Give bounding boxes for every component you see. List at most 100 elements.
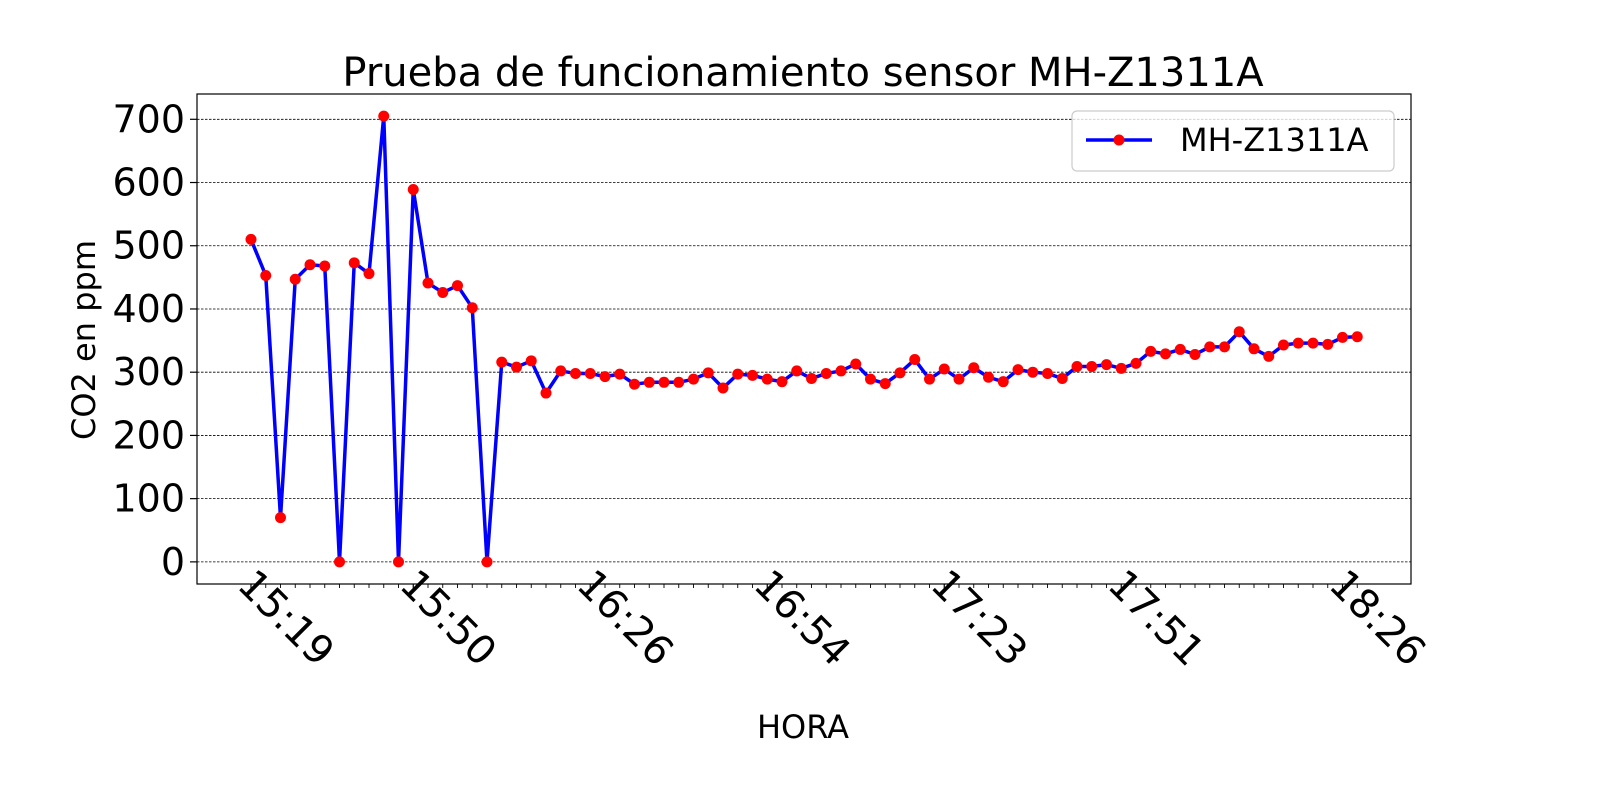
plot-frame bbox=[196, 93, 1412, 585]
data-point bbox=[879, 378, 891, 390]
data-point bbox=[643, 376, 655, 388]
y-tick-label: 600 bbox=[112, 161, 185, 205]
data-point bbox=[407, 183, 419, 195]
data-point bbox=[570, 367, 581, 379]
data-point bbox=[953, 373, 965, 385]
chart-title: Prueba de funcionamiento sensor MH-Z1311… bbox=[342, 50, 1264, 96]
data-point bbox=[820, 367, 832, 379]
data-point bbox=[938, 363, 950, 375]
data-point bbox=[1130, 357, 1142, 369]
x-axis-ticks: 15:19 15:50 16:26 16:54 17:23 17:51 18:26 bbox=[229, 561, 1435, 675]
y-tick-label: 0 bbox=[161, 540, 185, 584]
data-point bbox=[806, 373, 817, 385]
data-point bbox=[983, 371, 994, 383]
data-point bbox=[555, 365, 567, 377]
data-point bbox=[348, 257, 360, 269]
x-tick-label: 17:23 bbox=[922, 561, 1036, 675]
data-point bbox=[319, 260, 331, 272]
data-point bbox=[1027, 366, 1039, 378]
data-point bbox=[968, 362, 980, 374]
data-point bbox=[1248, 343, 1260, 355]
data-point bbox=[525, 355, 537, 367]
series-layer bbox=[245, 110, 1363, 568]
data-point bbox=[481, 556, 493, 568]
data-point bbox=[1337, 331, 1348, 343]
data-point bbox=[1233, 326, 1245, 338]
data-point bbox=[614, 368, 626, 380]
data-point bbox=[275, 512, 286, 524]
data-point bbox=[245, 233, 257, 245]
data-point bbox=[511, 361, 522, 373]
data-point bbox=[1292, 337, 1304, 349]
data-point bbox=[1012, 364, 1024, 376]
data-point bbox=[304, 259, 316, 271]
data-point bbox=[850, 358, 862, 370]
legend-marker bbox=[1113, 134, 1125, 146]
data-point bbox=[466, 302, 478, 314]
data-point bbox=[1278, 339, 1289, 351]
data-point bbox=[761, 373, 773, 385]
data-point bbox=[835, 365, 847, 377]
data-point bbox=[702, 367, 714, 379]
data-point bbox=[1056, 373, 1068, 385]
data-point bbox=[1145, 345, 1157, 357]
data-point bbox=[673, 376, 685, 388]
data-point bbox=[452, 280, 463, 292]
data-point bbox=[334, 556, 345, 568]
data-point bbox=[629, 378, 640, 390]
data-point bbox=[289, 273, 301, 285]
data-point bbox=[924, 373, 935, 385]
legend: MH-Z1311A bbox=[1071, 110, 1395, 172]
y-axis-label: CO2 en ppm bbox=[65, 240, 103, 440]
data-point bbox=[865, 373, 876, 385]
y-tick-label: 300 bbox=[112, 350, 185, 394]
data-point bbox=[791, 365, 803, 377]
data-point bbox=[1174, 343, 1186, 355]
data-point bbox=[1307, 337, 1319, 349]
y-axis-ticks: 0 100 200 300 400 500 600 700 bbox=[112, 97, 197, 584]
x-tick-label: 17:51 bbox=[1099, 561, 1213, 675]
x-tick-label: 15:19 bbox=[229, 561, 343, 675]
data-point bbox=[1351, 331, 1363, 343]
data-point bbox=[1071, 361, 1083, 373]
data-point bbox=[1115, 362, 1127, 374]
data-point bbox=[658, 376, 670, 388]
x-tick-label: 15:50 bbox=[391, 561, 505, 675]
data-point bbox=[363, 268, 375, 280]
x-tick-label: 18:26 bbox=[1320, 561, 1434, 675]
legend-box bbox=[1071, 110, 1395, 172]
data-point bbox=[688, 373, 699, 385]
data-point bbox=[1086, 361, 1098, 373]
y-tick-label: 200 bbox=[112, 413, 185, 457]
data-point bbox=[909, 354, 921, 366]
data-point bbox=[422, 277, 434, 289]
x-tick-label: 16:26 bbox=[568, 561, 682, 675]
data-point bbox=[260, 269, 272, 281]
data-point bbox=[776, 376, 788, 388]
data-point bbox=[1263, 350, 1275, 362]
x-tick-label: 16:54 bbox=[745, 561, 859, 675]
data-point bbox=[437, 287, 449, 299]
y-tick-label: 500 bbox=[112, 224, 185, 268]
data-point bbox=[1204, 341, 1216, 353]
data-point bbox=[599, 371, 611, 383]
data-point bbox=[1160, 348, 1171, 360]
data-point bbox=[584, 367, 596, 379]
x-axis-label: HORA bbox=[757, 708, 849, 746]
data-point bbox=[496, 356, 508, 368]
series-line bbox=[249, 114, 1358, 564]
data-point bbox=[378, 110, 390, 122]
legend-label: MH-Z1311A bbox=[1180, 121, 1369, 159]
data-point bbox=[1322, 338, 1334, 350]
data-point bbox=[1042, 367, 1053, 379]
data-point bbox=[1219, 341, 1230, 353]
data-point bbox=[393, 556, 404, 568]
data-point bbox=[1189, 348, 1201, 360]
data-point bbox=[997, 376, 1009, 388]
data-point bbox=[1101, 359, 1112, 371]
data-point bbox=[732, 368, 744, 380]
y-tick-label: 400 bbox=[112, 287, 185, 331]
data-point bbox=[894, 367, 906, 379]
